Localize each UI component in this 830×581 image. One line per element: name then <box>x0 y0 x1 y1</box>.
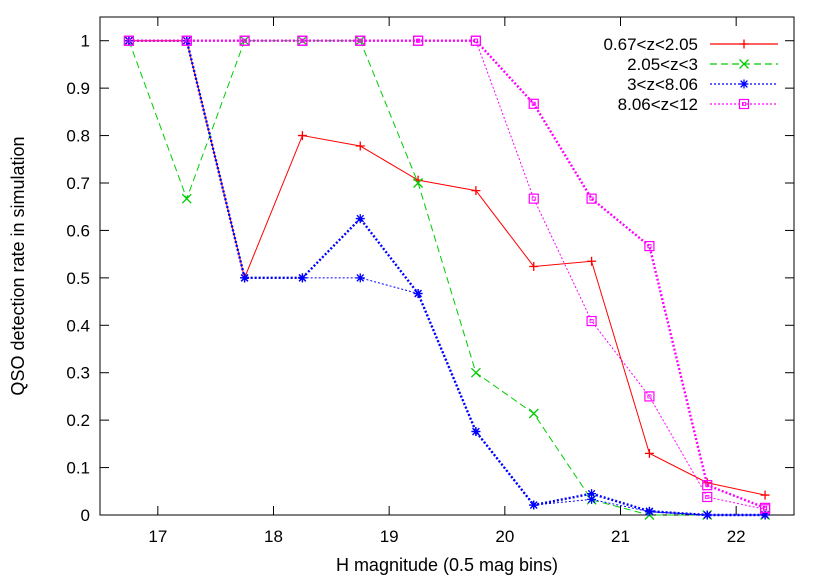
series-4-line <box>128 40 766 510</box>
legend-item: 8.06<z<12 <box>618 95 778 114</box>
series-1-point <box>760 490 770 500</box>
series-3-point <box>355 273 365 283</box>
y-tick-label: 0.5 <box>66 269 90 288</box>
y-tick-label: 0.8 <box>66 127 90 146</box>
overlay-series-1-point <box>240 273 250 283</box>
legend-label: 8.06<z<12 <box>618 95 698 114</box>
overlay-series-1-point <box>471 427 481 437</box>
x-axis-title: H magnitude (0.5 mag bins) <box>336 555 558 575</box>
x-tick-label: 21 <box>611 527 630 546</box>
overlay-series-1-point <box>413 289 423 299</box>
overlay-series-1-point <box>587 489 597 499</box>
legend-marker <box>739 79 749 89</box>
series-2-point <box>181 193 192 204</box>
series-1-point <box>297 131 307 141</box>
series-1-point <box>587 256 597 266</box>
legend-item: 0.67<z<2.05 <box>603 35 778 54</box>
y-tick-label: 0.3 <box>66 364 90 383</box>
overlay-series-1-point <box>124 36 134 46</box>
overlay-series-1-point <box>760 510 770 520</box>
series-2-point <box>528 408 539 419</box>
overlay-series-2-point <box>297 35 308 46</box>
overlay-series-1-line <box>128 39 766 517</box>
plot-frame <box>99 16 795 516</box>
series-4-point <box>702 491 713 503</box>
series-layer <box>123 35 771 520</box>
overlay-series-2-point <box>528 98 539 109</box>
overlay-series-2-point <box>586 193 597 204</box>
legend-marker <box>738 98 750 110</box>
overlay-series-2-point <box>412 35 424 46</box>
overlay-series-1-point <box>644 506 654 516</box>
series-4-point <box>644 391 655 402</box>
series-2-point <box>470 367 481 378</box>
overlay-series-2-point <box>123 35 135 46</box>
series-1-point <box>471 186 481 196</box>
y-tick-label: 0.6 <box>66 221 90 240</box>
overlay-series-2-point <box>470 35 482 46</box>
y-axis-title: QSO detection rate in simulation <box>8 136 28 395</box>
y-tick-label: 0.4 <box>66 316 90 335</box>
legend: 0.67<z<2.052.05<z<33<z<8.068.06<z<12 <box>603 35 778 114</box>
series-4-point <box>470 35 482 46</box>
overlay-series-2-point <box>355 35 366 46</box>
legend-item: 3<z<8.06 <box>627 75 778 94</box>
legend-marker <box>739 59 749 69</box>
series-1-point <box>355 141 365 151</box>
x-tick-label: 18 <box>264 527 283 546</box>
overlay-series-2-point <box>644 240 655 252</box>
overlay-series-1-point <box>297 273 307 283</box>
overlay-series-1-point <box>702 510 712 520</box>
overlay-series-2-point <box>239 35 250 46</box>
y-tick-label: 0.9 <box>66 79 90 98</box>
overlay-series-2-point <box>181 35 192 46</box>
x-tick-label: 20 <box>495 527 514 546</box>
legend-label: 2.05<z<3 <box>627 55 698 74</box>
legend-label: 0.67<z<2.05 <box>603 35 698 54</box>
series-1-point <box>529 261 539 271</box>
x-axis: 17 18 19 20 21 22 <box>148 17 746 546</box>
x-tick-label: 22 <box>727 527 746 546</box>
y-axis: 0 0.1 0.2 0.3 0.4 0.5 0.6 0.7 0.8 0.9 1 <box>66 32 794 525</box>
series-4-point <box>528 193 539 204</box>
overlay-series-2-point <box>702 480 713 491</box>
legend-item: 2.05<z<3 <box>627 55 778 74</box>
legend-label: 3<z<8.06 <box>627 75 698 94</box>
y-tick-label: 0.7 <box>66 174 90 193</box>
series-2-point <box>239 35 250 46</box>
series-2-point <box>413 178 424 188</box>
y-tick-label: 0.1 <box>66 459 90 478</box>
overlay-series-2-point <box>759 502 771 513</box>
x-tick-label: 19 <box>380 527 399 546</box>
overlay-series-2 <box>123 35 771 513</box>
y-tick-label: 1 <box>81 32 90 51</box>
y-tick-label: 0.2 <box>66 411 90 430</box>
series-1-point <box>644 448 654 458</box>
overlay-series-1-point <box>529 500 539 510</box>
series-3-point <box>587 494 597 504</box>
series-4-point <box>586 315 597 327</box>
x-tick-label: 17 <box>148 527 167 546</box>
series-2-line <box>128 40 766 516</box>
overlay-series-1-point <box>355 214 365 224</box>
series-2-point <box>355 35 366 46</box>
legend-marker <box>739 39 749 49</box>
y-tick-label: 0 <box>81 506 90 525</box>
